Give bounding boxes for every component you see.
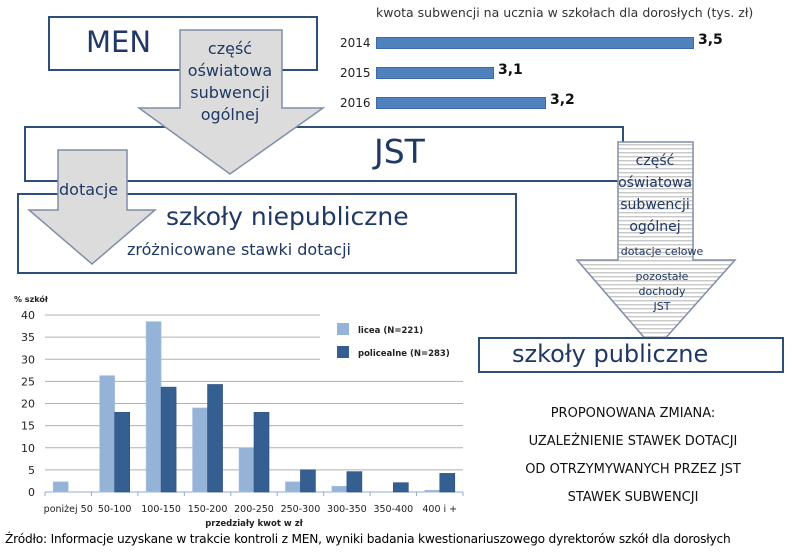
arrow-men-jst bbox=[136, 29, 326, 175]
svg-text:350-400: 350-400 bbox=[373, 504, 413, 515]
svg-text:poniżej 50: poniżej 50 bbox=[44, 504, 93, 515]
svg-text:100-150: 100-150 bbox=[141, 504, 181, 515]
subsidy-bar-chart: 2014 3,5 2015 3,1 2016 3,2 bbox=[330, 30, 800, 120]
subsidy-bar bbox=[376, 37, 694, 49]
proposal-text: PROPONOWANA ZMIANA: UZALEŻNIENIE STAWEK … bbox=[525, 406, 741, 505]
subsidy-bar bbox=[376, 67, 494, 79]
svg-text:20: 20 bbox=[21, 398, 35, 411]
arrow-dotacje-label: dotacje bbox=[59, 180, 119, 199]
svg-text:35: 35 bbox=[21, 331, 35, 344]
svg-text:300-350: 300-350 bbox=[327, 504, 367, 515]
niepubliczne-title: szkoły niepubliczne bbox=[166, 202, 409, 231]
arrow-men-jst-label: część oświatowa subwencji ogólnej bbox=[187, 39, 273, 124]
pozostale-dochody-label: pozostałe dochody JST bbox=[635, 270, 689, 313]
men-label: MEN bbox=[86, 25, 152, 59]
bar-year-label: 2014 bbox=[340, 36, 371, 50]
jst-label: JST bbox=[374, 132, 425, 171]
bar-value-label: 3,5 bbox=[698, 32, 723, 48]
subsidy-chart-title: kwota subwencji na ucznia w szkołach dla… bbox=[376, 5, 754, 20]
svg-text:50-100: 50-100 bbox=[98, 504, 132, 515]
arrow-dotacje bbox=[26, 149, 158, 265]
svg-text:licea (N=221): licea (N=221) bbox=[358, 326, 423, 336]
publiczne-box: szkoły publiczne bbox=[478, 337, 784, 373]
svg-text:przedziały kwot w zł: przedziały kwot w zł bbox=[205, 519, 303, 529]
svg-text:% szkół: % szkół bbox=[14, 294, 49, 304]
svg-text:policealne (N=283): policealne (N=283) bbox=[358, 349, 450, 359]
bar-year-label: 2015 bbox=[340, 66, 371, 80]
svg-text:400 i +: 400 i + bbox=[422, 504, 457, 515]
svg-text:0: 0 bbox=[28, 486, 35, 499]
subsidy-bar bbox=[376, 97, 546, 109]
svg-text:40: 40 bbox=[21, 309, 35, 322]
dotacje-celowe-label: dotacje celowe bbox=[620, 245, 704, 258]
bar-value-label: 3,2 bbox=[550, 92, 575, 108]
arrow-jst-publiczne bbox=[575, 141, 737, 352]
svg-text:15: 15 bbox=[21, 420, 35, 433]
svg-text:200-250: 200-250 bbox=[234, 504, 274, 515]
distribution-chart: % szkół 0 5 10 15 20 25 30 35 40 poniżej 50 50-100 1… bbox=[0, 290, 470, 530]
publiczne-title: szkoły publiczne bbox=[512, 340, 709, 368]
svg-text:150-200: 150-200 bbox=[188, 504, 228, 515]
arrow-jst-publiczne-label: część oświatowa subwencji ogólnej bbox=[618, 153, 692, 235]
svg-text:5: 5 bbox=[28, 464, 35, 477]
svg-text:250-300: 250-300 bbox=[281, 504, 321, 515]
bar-year-label: 2016 bbox=[340, 96, 371, 110]
jst-box: JST bbox=[24, 126, 624, 182]
svg-text:25: 25 bbox=[21, 375, 35, 388]
bar-value-label: 3,1 bbox=[498, 62, 523, 78]
source-note: Źródło: Informacje uzyskane w trakcie ko… bbox=[5, 532, 731, 546]
svg-text:10: 10 bbox=[21, 442, 35, 455]
svg-text:30: 30 bbox=[21, 353, 35, 366]
niepubliczne-subtitle: zróżnicowane stawki dotacji bbox=[127, 240, 351, 259]
